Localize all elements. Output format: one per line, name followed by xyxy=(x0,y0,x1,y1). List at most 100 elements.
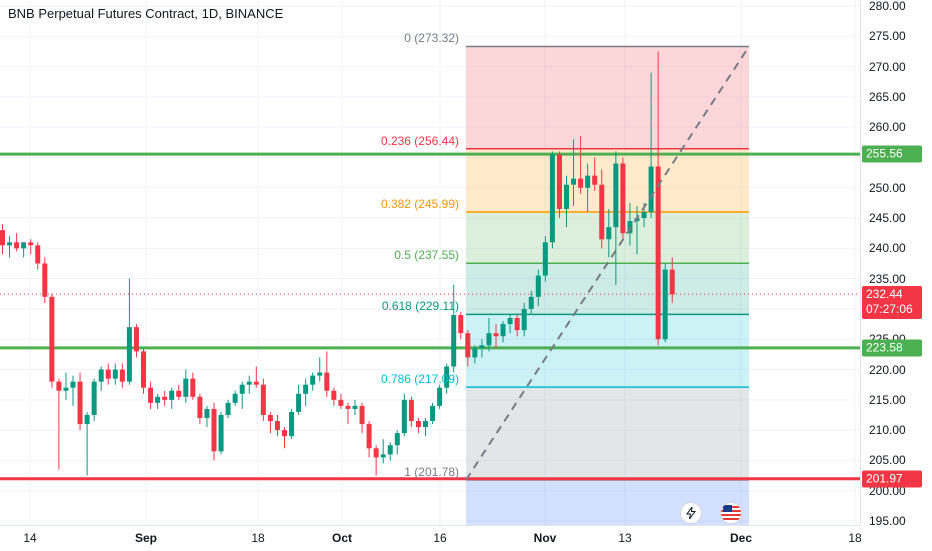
candle-body xyxy=(578,178,584,188)
candle-body xyxy=(176,390,182,397)
y-tick-label: 240.00 xyxy=(869,241,906,256)
y-tick-label: 215.00 xyxy=(869,392,906,407)
candle-body xyxy=(98,369,104,382)
candle-body xyxy=(507,318,513,325)
y-tick-label: 210.00 xyxy=(869,423,906,438)
candle-body xyxy=(458,315,464,334)
fib-label-1: 1 (201.78) xyxy=(404,464,459,479)
candle-body xyxy=(0,230,5,246)
candle-body xyxy=(359,405,365,425)
fib-label-0.382: 0.382 (245.99) xyxy=(380,197,459,212)
candle-body xyxy=(77,381,83,425)
x-tick-label: 14 xyxy=(23,531,37,545)
candle-body xyxy=(401,399,407,434)
candle-body xyxy=(556,154,562,209)
candle-body xyxy=(338,399,344,406)
candle-body xyxy=(585,175,591,188)
candle-body xyxy=(423,421,428,428)
candle-body xyxy=(514,318,520,331)
candle-body xyxy=(91,381,97,415)
fib-label-0.618: 0.618 (229.11) xyxy=(381,299,459,314)
candle-body xyxy=(289,411,295,437)
candle-body xyxy=(528,296,534,309)
candle-body xyxy=(465,333,471,358)
candle-body xyxy=(162,396,168,400)
chart-pane[interactable]: BNB Perpetual Futures Contract, 1D, BINA… xyxy=(0,0,860,525)
candle-body xyxy=(394,433,400,446)
candle-body xyxy=(444,366,450,388)
y-tick-label: 270.00 xyxy=(869,59,906,74)
x-tick-label: Oct xyxy=(331,531,353,545)
candle-body xyxy=(239,384,245,394)
candle-body xyxy=(84,414,90,425)
candle-body xyxy=(296,393,302,412)
fib-label-0: 0 (273.32) xyxy=(404,31,459,46)
candle-body xyxy=(119,369,125,382)
fib-zone-1 xyxy=(466,387,749,480)
candle-body xyxy=(486,333,492,346)
x-tick-label: 18 xyxy=(251,531,265,545)
candle-body xyxy=(246,381,252,385)
candle-body xyxy=(521,308,527,331)
candle-body xyxy=(571,178,577,185)
candle-body xyxy=(352,405,358,409)
candle-body xyxy=(331,390,337,400)
candle-body xyxy=(169,390,175,400)
candle-body xyxy=(42,263,48,297)
lightning-icon[interactable] xyxy=(680,502,702,524)
candle-body xyxy=(408,399,414,422)
candle-body xyxy=(14,242,20,249)
candle-body xyxy=(253,381,259,385)
fib-zone-0.618 xyxy=(466,263,749,315)
candle-body xyxy=(267,414,273,422)
candle-body xyxy=(648,166,654,212)
candle-body xyxy=(564,184,569,209)
y-tick-label: 275.00 xyxy=(869,29,906,44)
price-badge-255.56: 255.56 xyxy=(862,145,922,163)
candle-body xyxy=(380,454,386,458)
fib-label-0.786: 0.786 (217.09) xyxy=(380,372,459,387)
candle-body xyxy=(211,408,217,452)
fib-zone-0.382 xyxy=(466,148,749,213)
y-tick-label: 250.00 xyxy=(869,180,906,195)
candle-body xyxy=(613,163,619,228)
candle-body xyxy=(669,269,675,295)
candle-body xyxy=(317,372,323,376)
y-tick-label: 205.00 xyxy=(869,453,906,468)
candle-body xyxy=(472,348,478,358)
price-badge-201.97: 201.97 xyxy=(862,470,922,488)
candle-body xyxy=(232,393,238,403)
chart-canvas[interactable] xyxy=(0,0,860,525)
candle-body xyxy=(662,269,668,340)
us-flag-icon[interactable] xyxy=(720,502,742,524)
lightning-icon-glyph xyxy=(686,507,696,519)
candle-body xyxy=(345,405,351,409)
chart-title: BNB Perpetual Futures Contract, 1D, BINA… xyxy=(8,6,284,21)
price-badge-223.58: 223.58 xyxy=(862,339,922,357)
candle-countdown: 07:27:06 xyxy=(866,302,913,317)
fib-zone-extension xyxy=(466,479,749,525)
candle-body xyxy=(479,345,485,349)
candle-body xyxy=(28,242,34,246)
candle-body xyxy=(197,396,203,418)
candle-body xyxy=(112,369,118,379)
time-axis[interactable]: 14 Sep 18 Oct 16 Nov 13 Dec 18 xyxy=(0,525,862,551)
candle-body xyxy=(105,369,111,379)
price-axis[interactable]: 280.00275.00270.00265.00260.00255.00250.… xyxy=(860,0,932,528)
candle-body xyxy=(451,315,457,367)
candle-body xyxy=(641,212,647,219)
trend-line xyxy=(465,45,750,481)
fib-zone-0.236 xyxy=(466,46,749,149)
y-tick-label: 220.00 xyxy=(869,362,906,377)
candle-body xyxy=(63,387,69,391)
candle-body xyxy=(430,405,436,422)
candle-body xyxy=(303,384,309,394)
candle-body xyxy=(437,387,443,406)
candle-body xyxy=(204,408,210,418)
candle-body xyxy=(126,327,132,382)
candle-body xyxy=(21,242,27,249)
candle-body xyxy=(606,227,612,240)
fib-label-0.236: 0.236 (256.44) xyxy=(380,133,459,148)
candle-body xyxy=(282,430,287,437)
y-tick-label: 260.00 xyxy=(869,120,906,135)
